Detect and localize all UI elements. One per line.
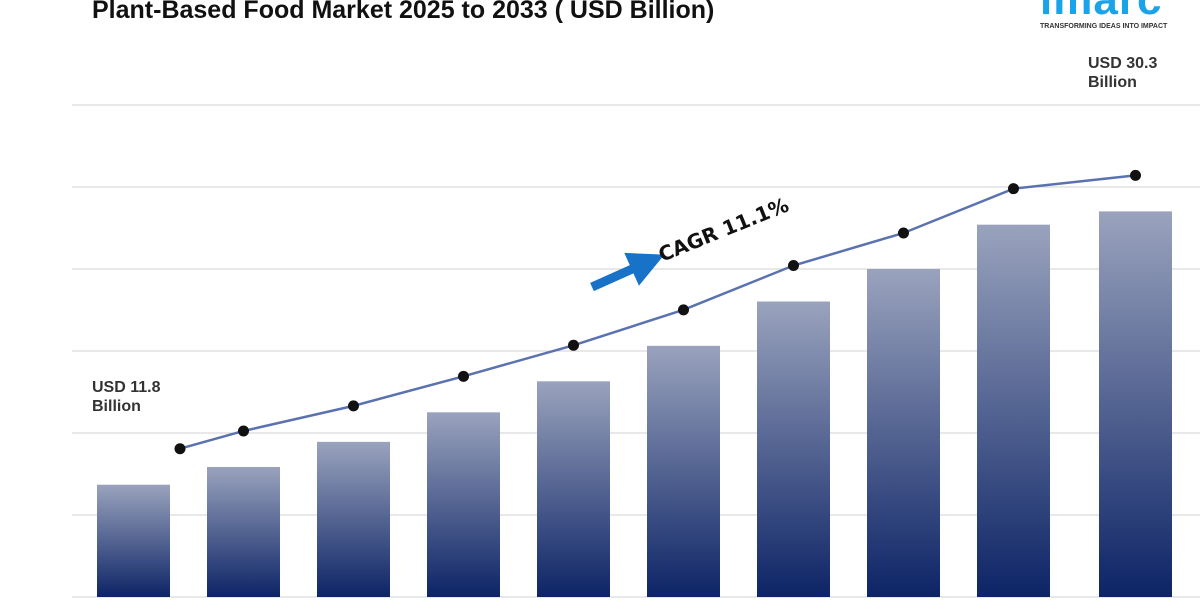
bar bbox=[757, 301, 830, 597]
cagr-arrow-icon bbox=[590, 252, 665, 292]
end-unit: Billion bbox=[1088, 74, 1137, 91]
trend-point bbox=[788, 260, 799, 272]
trend-point bbox=[568, 339, 579, 351]
trend-line bbox=[179, 174, 1136, 450]
logo-word: imarc bbox=[1040, 0, 1200, 22]
start-value: USD 11.8 bbox=[92, 379, 161, 396]
trend-point bbox=[1008, 183, 1019, 195]
cagr-label: CAGR 11.1% bbox=[655, 193, 792, 267]
cagr-annotation: CAGR 11.1% bbox=[590, 193, 792, 292]
trend-point bbox=[458, 370, 469, 382]
bar bbox=[427, 412, 500, 597]
trend-point bbox=[348, 400, 359, 412]
start-value-label: USD 11.8 Billion bbox=[92, 378, 160, 416]
bar bbox=[647, 345, 720, 597]
end-value: USD 30.3 bbox=[1088, 55, 1158, 72]
trend-point bbox=[898, 227, 909, 239]
bar bbox=[867, 269, 940, 597]
logo-tagline: TRANSFORMING IDEAS INTO IMPACT bbox=[1040, 23, 1168, 30]
imarc-logo: imarc TRANSFORMING IDEAS INTO IMPACT bbox=[1040, 0, 1200, 30]
bar bbox=[97, 484, 170, 597]
trend-point bbox=[238, 425, 249, 437]
trend-point bbox=[1130, 169, 1141, 181]
trend-point bbox=[678, 304, 689, 316]
bar bbox=[977, 224, 1050, 598]
bar bbox=[537, 381, 610, 597]
bar bbox=[1099, 211, 1172, 598]
bar bbox=[207, 466, 280, 597]
end-value-label: USD 30.3 Billion bbox=[1088, 54, 1157, 92]
trend-point bbox=[174, 443, 186, 455]
chart-title: Plant-Based Food Market 2025 to 2033 ( U… bbox=[92, 0, 715, 24]
bar bbox=[317, 441, 390, 597]
start-unit: Billion bbox=[92, 398, 141, 415]
